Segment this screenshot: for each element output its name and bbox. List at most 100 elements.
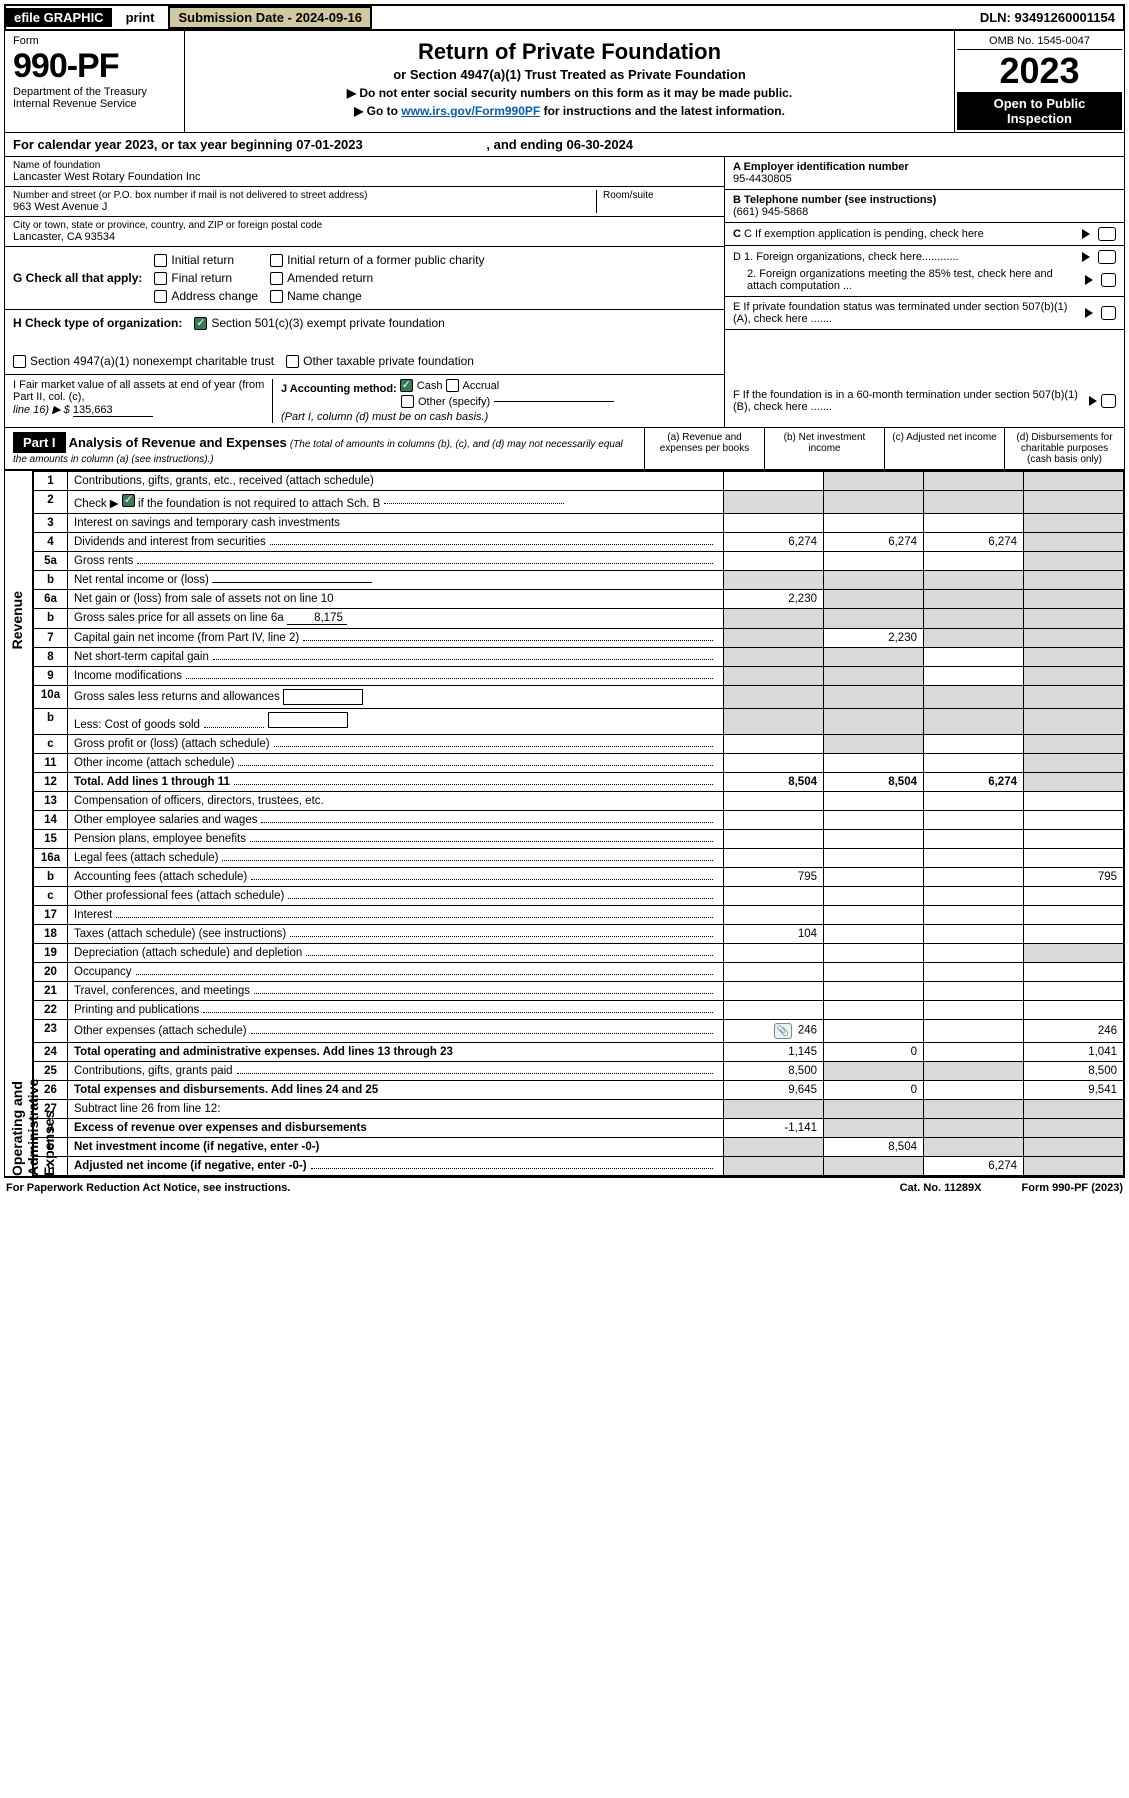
arrow-icon <box>1082 229 1090 239</box>
chk-initial-return[interactable] <box>154 254 167 267</box>
chk-sch-b[interactable] <box>122 494 135 507</box>
submission-date-box: Submission Date - 2024-09-16 <box>168 6 372 29</box>
table-row: 22Printing and publications <box>34 1001 1124 1020</box>
table-row: 11Other income (attach schedule) <box>34 754 1124 773</box>
form-subtitle: or Section 4947(a)(1) Trust Treated as P… <box>191 67 948 82</box>
chk-name-change[interactable] <box>270 290 283 303</box>
section-g: G Check all that apply: Initial return F… <box>5 247 724 310</box>
table-row: 5aGross rents <box>34 552 1124 571</box>
footer-mid: Cat. No. 11289X <box>900 1182 982 1194</box>
form-title: Return of Private Foundation <box>191 39 948 65</box>
header-mid: Return of Private Foundation or Section … <box>185 31 954 132</box>
address-cell: Number and street (or P.O. box number if… <box>5 187 724 217</box>
phone-cell: B Telephone number (see instructions) (6… <box>725 190 1124 223</box>
table-row: 3Interest on savings and temporary cash … <box>34 514 1124 533</box>
table-row: 8Net short-term capital gain <box>34 648 1124 667</box>
chk-c[interactable] <box>1098 227 1116 241</box>
city-state-zip: Lancaster, CA 93534 <box>13 231 716 243</box>
irs-label: Internal Revenue Service <box>13 98 176 110</box>
arrow-icon <box>1089 396 1097 406</box>
city-cell: City or town, state or province, country… <box>5 217 724 247</box>
room-label: Room/suite <box>603 190 716 201</box>
expenses-label: Operating and Administrative Expenses <box>9 1011 57 1176</box>
ein-cell: A Employer identification number 95-4430… <box>725 157 1124 190</box>
header-right: OMB No. 1545-0047 2023 Open to Public In… <box>954 31 1124 132</box>
table-row: 18Taxes (attach schedule) (see instructi… <box>34 925 1124 944</box>
header-left: Form 990-PF Department of the Treasury I… <box>5 31 185 132</box>
section-h: H Check type of organization: Section 50… <box>5 310 724 375</box>
chk-amended[interactable] <box>270 272 283 285</box>
section-i-label: I Fair market value of all assets at end… <box>13 379 264 403</box>
table-row: 6aNet gain or (loss) from sale of assets… <box>34 590 1124 609</box>
table-row: 14Other employee salaries and wages <box>34 811 1124 830</box>
chk-e[interactable] <box>1101 306 1116 320</box>
form-number: 990-PF <box>13 47 176 86</box>
form-header: Form 990-PF Department of the Treasury I… <box>4 31 1125 133</box>
part1-tag: Part I <box>13 432 66 453</box>
chk-4947a1[interactable] <box>13 355 26 368</box>
table-row: 16aLegal fees (attach schedule) <box>34 849 1124 868</box>
chk-cash[interactable] <box>400 379 413 392</box>
efile-label: efile GRAPHIC <box>6 8 112 27</box>
phone-value: (661) 945-5868 <box>733 206 808 218</box>
note-goto: ▶ Go to www.irs.gov/Form990PF for instru… <box>191 104 948 118</box>
chk-501c3[interactable] <box>194 317 207 330</box>
chk-accrual[interactable] <box>446 379 459 392</box>
tax-year: 2023 <box>957 50 1122 92</box>
table-row: 13Compensation of officers, directors, t… <box>34 792 1124 811</box>
open-inspection: Open to Public Inspection <box>957 92 1122 130</box>
chk-d2[interactable] <box>1101 273 1116 287</box>
omb-number: OMB No. 1545-0047 <box>957 33 1122 50</box>
table-row: 21Travel, conferences, and meetings <box>34 982 1124 1001</box>
arrow-icon <box>1085 275 1093 285</box>
page-footer: For Paperwork Reduction Act Notice, see … <box>4 1177 1125 1198</box>
arrow-icon <box>1085 308 1093 318</box>
section-c: C C If exemption application is pending,… <box>725 223 1124 246</box>
footer-left: For Paperwork Reduction Act Notice, see … <box>6 1182 290 1194</box>
table-row: 23Other expenses (attach schedule)📎24624… <box>34 1020 1124 1043</box>
foundation-name: Lancaster West Rotary Foundation Inc <box>13 171 716 183</box>
chk-final-return[interactable] <box>154 272 167 285</box>
attachment-icon[interactable]: 📎 <box>774 1023 792 1039</box>
col-a-header: (a) Revenue and expenses per books <box>644 428 764 469</box>
table-row: 27Subtract line 26 from line 12: <box>34 1100 1124 1119</box>
part1-table: Revenue Operating and Administrative Exp… <box>4 470 1125 1177</box>
table-row: cOther professional fees (attach schedul… <box>34 887 1124 906</box>
form-label: Form <box>13 35 176 47</box>
col-d-header: (d) Disbursements for charitable purpose… <box>1004 428 1124 469</box>
chk-f[interactable] <box>1101 394 1116 408</box>
table-row: 15Pension plans, employee benefits <box>34 830 1124 849</box>
table-row: aExcess of revenue over expenses and dis… <box>34 1119 1124 1138</box>
form990pf-link[interactable]: www.irs.gov/Form990PF <box>401 104 540 118</box>
table-row: 9Income modifications <box>34 667 1124 686</box>
part1-header: Part I Analysis of Revenue and Expenses … <box>4 428 1125 470</box>
table-row: 25Contributions, gifts, grants paid8,500… <box>34 1062 1124 1081</box>
top-bar: efile GRAPHIC print Submission Date - 20… <box>4 4 1125 31</box>
arrow-icon <box>1082 252 1090 262</box>
table-row: 20Occupancy <box>34 963 1124 982</box>
print-button[interactable]: print <box>118 8 163 27</box>
revenue-label: Revenue <box>9 591 25 649</box>
table-row: 2Check ▶ if the foundation is not requir… <box>34 491 1124 514</box>
table-row: 12Total. Add lines 1 through 118,5048,50… <box>34 773 1124 792</box>
table-row: bNet investment income (if negative, ent… <box>34 1138 1124 1157</box>
fmv-value: 135,663 <box>73 404 153 417</box>
table-row: 10aGross sales less returns and allowanc… <box>34 686 1124 709</box>
col-b-header: (b) Net investment income <box>764 428 884 469</box>
ijf-row: I Fair market value of all assets at end… <box>4 375 1125 428</box>
chk-d1[interactable] <box>1098 250 1116 264</box>
chk-address-change[interactable] <box>154 290 167 303</box>
table-row: bLess: Cost of goods sold <box>34 709 1124 735</box>
section-f: F If the foundation is in a 60-month ter… <box>724 375 1124 427</box>
chk-other-taxable[interactable] <box>286 355 299 368</box>
section-d: D 1. Foreign organizations, check here..… <box>725 246 1124 297</box>
chk-initial-public[interactable] <box>270 254 283 267</box>
table-row: 24Total operating and administrative exp… <box>34 1043 1124 1062</box>
side-labels: Revenue Operating and Administrative Exp… <box>5 471 33 1176</box>
table-row: 26Total expenses and disbursements. Add … <box>34 1081 1124 1100</box>
identification-block: Name of foundation Lancaster West Rotary… <box>4 157 1125 375</box>
table-row: 17Interest <box>34 906 1124 925</box>
chk-other-method[interactable] <box>401 395 414 408</box>
line6b-value: 8,175 <box>287 612 347 625</box>
calendar-year-row: For calendar year 2023, or tax year begi… <box>4 133 1125 157</box>
